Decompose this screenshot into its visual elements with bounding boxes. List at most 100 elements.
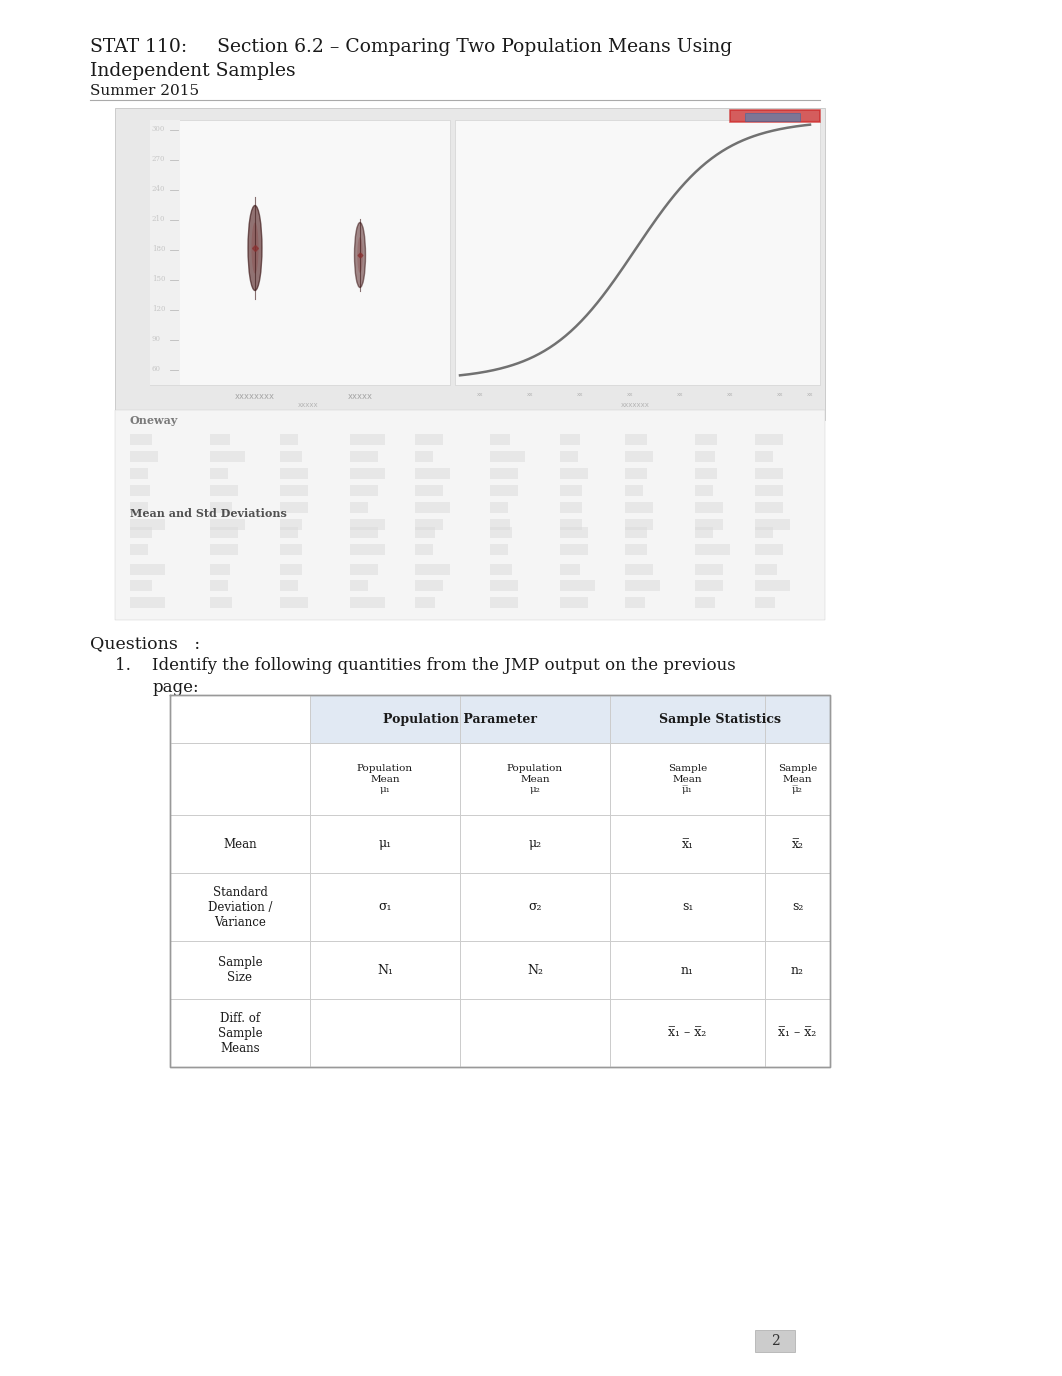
Text: 60: 60 bbox=[152, 365, 161, 373]
Text: σ₁: σ₁ bbox=[378, 900, 392, 914]
Text: s₁: s₁ bbox=[682, 900, 693, 914]
Bar bbox=[490, 451, 518, 462]
Bar bbox=[560, 564, 582, 575]
Bar bbox=[490, 519, 508, 530]
Bar bbox=[755, 484, 775, 495]
Bar bbox=[280, 581, 302, 592]
Bar bbox=[210, 433, 230, 444]
Bar bbox=[350, 597, 370, 608]
Text: STAT 110:     Section 6.2 – Comparing Two Population Means Using: STAT 110: Section 6.2 – Comparing Two Po… bbox=[90, 39, 732, 56]
Bar bbox=[626, 597, 653, 608]
Bar bbox=[115, 107, 825, 420]
Bar bbox=[210, 519, 238, 530]
Text: 1.    Identify the following quantities from the JMP output on the previous: 1. Identify the following quantities fro… bbox=[115, 656, 736, 674]
Bar bbox=[415, 527, 433, 538]
Ellipse shape bbox=[252, 223, 258, 274]
Bar bbox=[130, 433, 158, 444]
Bar bbox=[415, 519, 450, 530]
Text: N₁: N₁ bbox=[377, 963, 393, 977]
Bar bbox=[490, 433, 512, 444]
Bar bbox=[755, 451, 790, 462]
Text: Independent Samples: Independent Samples bbox=[90, 62, 295, 80]
Bar bbox=[130, 468, 148, 479]
Bar bbox=[280, 468, 299, 479]
Text: xx: xx bbox=[627, 392, 633, 398]
Text: σ₂: σ₂ bbox=[528, 900, 542, 914]
Text: Sample
Mean
μ̅₂: Sample Mean μ̅₂ bbox=[777, 764, 817, 794]
Bar bbox=[310, 695, 610, 743]
Text: xx: xx bbox=[577, 392, 583, 398]
Bar bbox=[490, 581, 510, 592]
Bar bbox=[455, 120, 820, 385]
Text: xxxxxxx: xxxxxxx bbox=[620, 402, 650, 409]
Bar bbox=[490, 502, 508, 513]
Bar bbox=[626, 544, 645, 555]
Bar bbox=[130, 502, 150, 513]
Bar bbox=[350, 468, 386, 479]
Bar bbox=[350, 519, 386, 530]
Bar bbox=[695, 527, 730, 538]
Bar bbox=[626, 451, 653, 462]
Bar bbox=[560, 581, 580, 592]
Bar bbox=[350, 502, 386, 513]
Bar bbox=[755, 527, 783, 538]
Ellipse shape bbox=[357, 237, 363, 272]
Text: Population Parameter: Population Parameter bbox=[383, 713, 537, 725]
Bar bbox=[210, 544, 232, 555]
Text: xx: xx bbox=[726, 392, 733, 398]
Bar bbox=[415, 544, 433, 555]
Bar bbox=[210, 564, 245, 575]
Bar bbox=[415, 484, 435, 495]
Bar bbox=[350, 544, 378, 555]
Bar bbox=[730, 110, 820, 122]
Text: x̅₁ – x̅₂: x̅₁ – x̅₂ bbox=[778, 1026, 817, 1039]
Bar bbox=[626, 502, 647, 513]
Bar bbox=[280, 544, 299, 555]
Bar bbox=[490, 564, 510, 575]
Bar bbox=[490, 597, 518, 608]
Text: μ₁: μ₁ bbox=[378, 838, 392, 850]
Bar bbox=[755, 433, 777, 444]
Text: Mean and Std Deviations: Mean and Std Deviations bbox=[130, 508, 287, 519]
Bar bbox=[695, 451, 730, 462]
Text: Questions   :: Questions : bbox=[90, 634, 200, 652]
Text: x̅₂: x̅₂ bbox=[791, 838, 804, 850]
Bar bbox=[415, 433, 436, 444]
Text: xx: xx bbox=[807, 392, 813, 398]
Bar bbox=[280, 527, 302, 538]
Bar bbox=[415, 502, 436, 513]
Bar bbox=[560, 544, 582, 555]
Bar bbox=[350, 564, 370, 575]
Text: Sample
Mean
μ̅₁: Sample Mean μ̅₁ bbox=[668, 764, 707, 794]
Bar bbox=[695, 484, 713, 495]
Text: 270: 270 bbox=[152, 155, 166, 162]
Bar bbox=[695, 468, 715, 479]
Text: x̅₁: x̅₁ bbox=[682, 838, 693, 850]
Text: page:: page: bbox=[153, 678, 200, 696]
Bar bbox=[746, 113, 800, 121]
Text: 180: 180 bbox=[152, 245, 166, 253]
Bar bbox=[350, 527, 378, 538]
Bar bbox=[626, 468, 660, 479]
Bar bbox=[560, 519, 588, 530]
Bar bbox=[130, 597, 148, 608]
Bar bbox=[626, 484, 653, 495]
Text: Oneway: Oneway bbox=[130, 416, 178, 427]
Ellipse shape bbox=[249, 205, 262, 290]
Bar bbox=[560, 527, 582, 538]
Bar bbox=[130, 451, 150, 462]
Text: xx: xx bbox=[477, 392, 483, 398]
Bar bbox=[490, 484, 525, 495]
Bar bbox=[755, 468, 790, 479]
Bar bbox=[210, 502, 245, 513]
Bar bbox=[210, 527, 228, 538]
Bar bbox=[755, 502, 790, 513]
Text: Mean: Mean bbox=[223, 838, 257, 850]
Bar bbox=[280, 597, 299, 608]
Bar bbox=[210, 581, 232, 592]
Text: μ₂: μ₂ bbox=[529, 838, 542, 850]
Bar bbox=[130, 484, 158, 495]
Text: s₂: s₂ bbox=[792, 900, 803, 914]
Bar bbox=[560, 433, 580, 444]
Bar bbox=[415, 564, 436, 575]
